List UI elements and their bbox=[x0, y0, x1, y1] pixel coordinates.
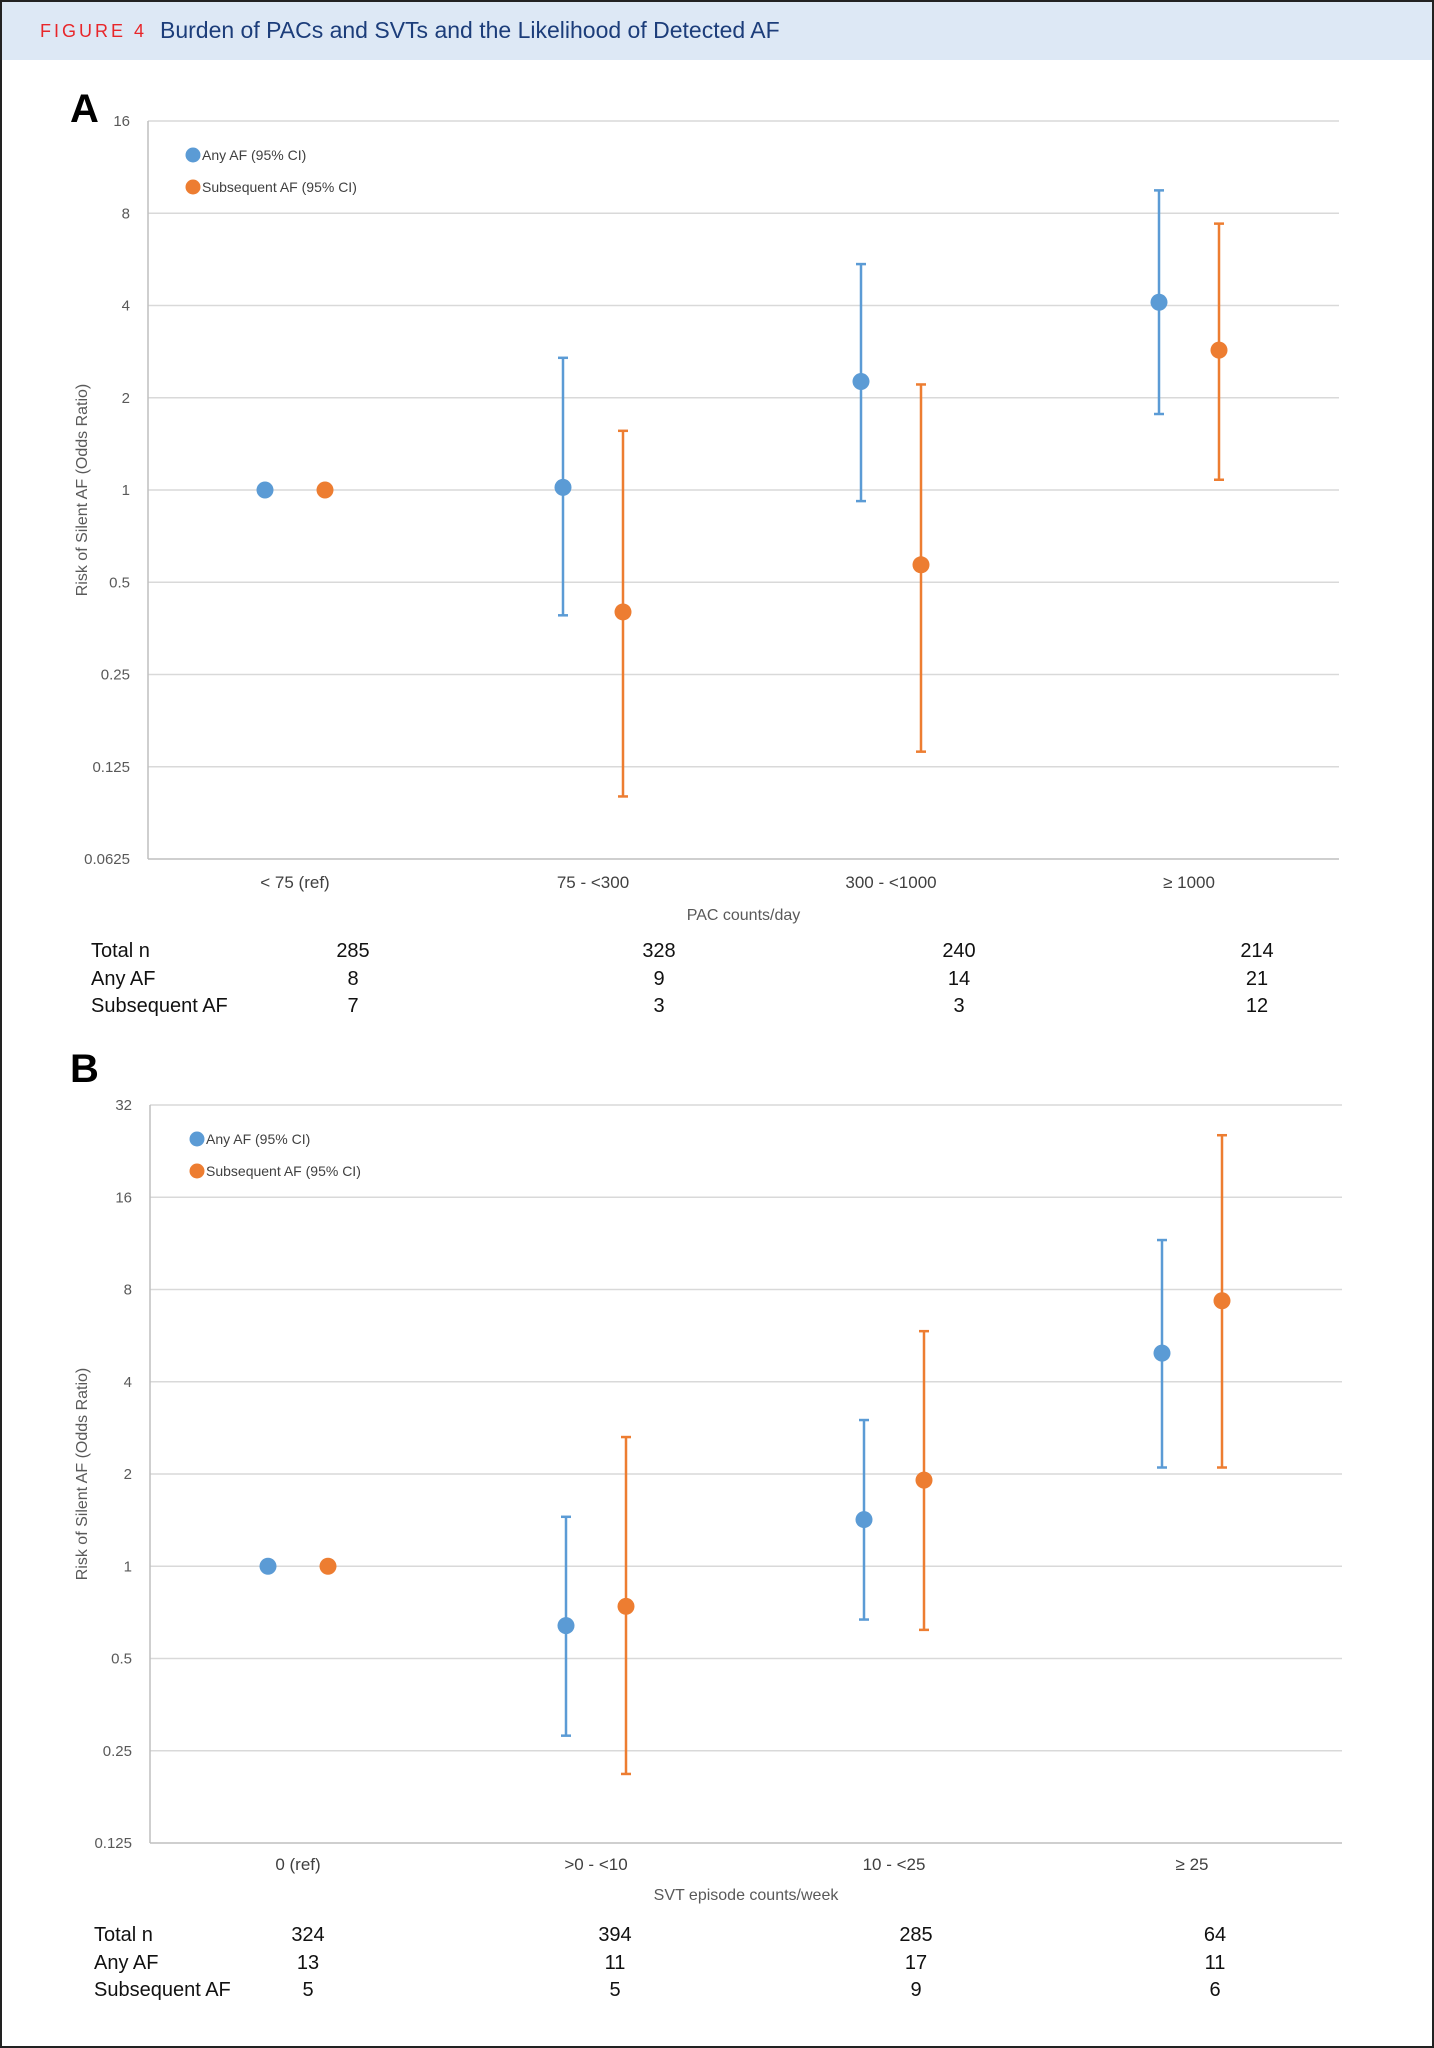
figure-label: FIGURE 4 bbox=[40, 21, 148, 41]
legend-marker-subsequent-af bbox=[189, 1163, 205, 1179]
x-axis-title: SVT episode counts/week bbox=[654, 1887, 840, 1904]
y-tick-label: 0.0625 bbox=[84, 851, 130, 868]
table-cell: 3 bbox=[653, 995, 665, 1017]
table-row-label: Total n bbox=[94, 1924, 153, 1946]
table-cell: 9 bbox=[910, 1979, 922, 2001]
y-tick-label: 1 bbox=[124, 1558, 132, 1575]
table-row-label: Total n bbox=[91, 940, 150, 962]
data-point-any-af bbox=[557, 1617, 575, 1635]
table-cell: 5 bbox=[609, 1979, 621, 2001]
table-cell: 64 bbox=[1203, 1924, 1227, 1946]
data-point-any-af bbox=[852, 372, 870, 390]
table-cell: 12 bbox=[1245, 995, 1269, 1017]
table-cell: 324 bbox=[291, 1924, 325, 1946]
legend-marker-any-af bbox=[185, 147, 201, 163]
x-tick-label: 300 - <1000 bbox=[845, 873, 936, 892]
x-tick-label: 10 - <25 bbox=[863, 1855, 926, 1874]
table-cell: 285 bbox=[899, 1924, 933, 1946]
y-tick-label: 0.5 bbox=[109, 574, 130, 591]
table-row-label: Any AF bbox=[94, 1951, 159, 1974]
legend-marker-any-af bbox=[189, 1131, 205, 1147]
y-tick-label: 4 bbox=[122, 298, 130, 315]
x-tick-label: < 75 (ref) bbox=[260, 873, 329, 892]
data-point-subsequent-af bbox=[617, 1597, 635, 1615]
x-tick-label: ≥ 25 bbox=[1176, 1855, 1209, 1874]
y-tick-label: 32 bbox=[115, 1097, 132, 1114]
table-cell: 328 bbox=[642, 940, 676, 962]
y-tick-label: 0.25 bbox=[103, 1743, 132, 1760]
legend-label: Subsequent AF (95% CI) bbox=[206, 1163, 361, 1179]
table-cell: 9 bbox=[653, 967, 665, 990]
x-tick-label: >0 - <10 bbox=[564, 1855, 627, 1874]
legend-marker-subsequent-af bbox=[185, 179, 201, 195]
table-cell: 6 bbox=[1209, 1979, 1221, 2001]
figure-header: FIGURE 4 Burden of PACs and SVTs and the… bbox=[2, 2, 1432, 60]
data-point-subsequent-af bbox=[614, 603, 632, 621]
data-point-any-af bbox=[1150, 293, 1168, 311]
data-point-subsequent-af bbox=[912, 556, 930, 574]
table-cell: 11 bbox=[604, 1951, 626, 1974]
data-point-subsequent-af bbox=[1213, 1292, 1231, 1310]
y-tick-label: 4 bbox=[124, 1374, 132, 1391]
y-tick-label: 0.125 bbox=[92, 759, 130, 776]
panel-a-letter: A bbox=[70, 87, 99, 131]
table-cell: 17 bbox=[904, 1951, 928, 1974]
table-cell: 240 bbox=[942, 940, 976, 962]
data-point-any-af bbox=[554, 478, 572, 496]
table-cell: 214 bbox=[1240, 940, 1274, 962]
legend-label: Subsequent AF (95% CI) bbox=[202, 179, 357, 195]
table-cell: 285 bbox=[336, 940, 370, 962]
table-cell: 14 bbox=[947, 967, 971, 990]
table-cell: 7 bbox=[347, 995, 359, 1017]
y-axis-title: Risk of Silent AF (Odds Ratio) bbox=[74, 384, 91, 597]
y-tick-label: 0.125 bbox=[94, 1835, 132, 1852]
legend-label: Any AF (95% CI) bbox=[202, 147, 306, 163]
data-point-subsequent-af bbox=[319, 1557, 337, 1575]
y-tick-label: 8 bbox=[124, 1282, 132, 1299]
x-tick-label: 0 (ref) bbox=[275, 1855, 320, 1874]
y-tick-label: 16 bbox=[113, 113, 130, 130]
data-point-any-af bbox=[1153, 1344, 1171, 1362]
figure-title: Burden of PACs and SVTs and the Likeliho… bbox=[160, 17, 780, 43]
y-tick-label: 8 bbox=[122, 205, 130, 222]
table-row-label: Subsequent AF bbox=[94, 1979, 231, 2001]
table-cell: 21 bbox=[1245, 967, 1269, 990]
x-tick-label: ≥ 1000 bbox=[1163, 873, 1215, 892]
data-point-any-af bbox=[256, 481, 274, 499]
y-tick-label: 2 bbox=[122, 390, 130, 407]
data-point-subsequent-af bbox=[1210, 341, 1228, 359]
y-axis-title: Risk of Silent AF (Odds Ratio) bbox=[74, 1368, 91, 1581]
table-cell: 3 bbox=[953, 995, 965, 1017]
x-axis-title: PAC counts/day bbox=[687, 907, 801, 924]
panel-b-letter: B bbox=[70, 1047, 99, 1091]
x-tick-label: 75 - <300 bbox=[557, 873, 629, 892]
table-cell: 394 bbox=[598, 1924, 632, 1946]
table-row-label: Subsequent AF bbox=[91, 995, 228, 1017]
y-tick-label: 2 bbox=[124, 1466, 132, 1483]
data-point-any-af bbox=[855, 1511, 873, 1529]
data-point-any-af bbox=[259, 1557, 277, 1575]
y-tick-label: 0.25 bbox=[101, 667, 130, 684]
data-point-subsequent-af bbox=[915, 1471, 933, 1489]
table-cell: 11 bbox=[1204, 1951, 1226, 1974]
y-tick-label: 0.5 bbox=[111, 1651, 132, 1668]
y-tick-label: 1 bbox=[122, 482, 130, 499]
table-row-label: Any AF bbox=[91, 967, 156, 990]
legend-label: Any AF (95% CI) bbox=[206, 1131, 310, 1147]
data-point-subsequent-af bbox=[316, 481, 334, 499]
y-tick-label: 16 bbox=[115, 1189, 132, 1206]
table-cell: 13 bbox=[296, 1951, 320, 1974]
table-cell: 8 bbox=[347, 967, 359, 990]
table-cell: 5 bbox=[302, 1979, 314, 2001]
